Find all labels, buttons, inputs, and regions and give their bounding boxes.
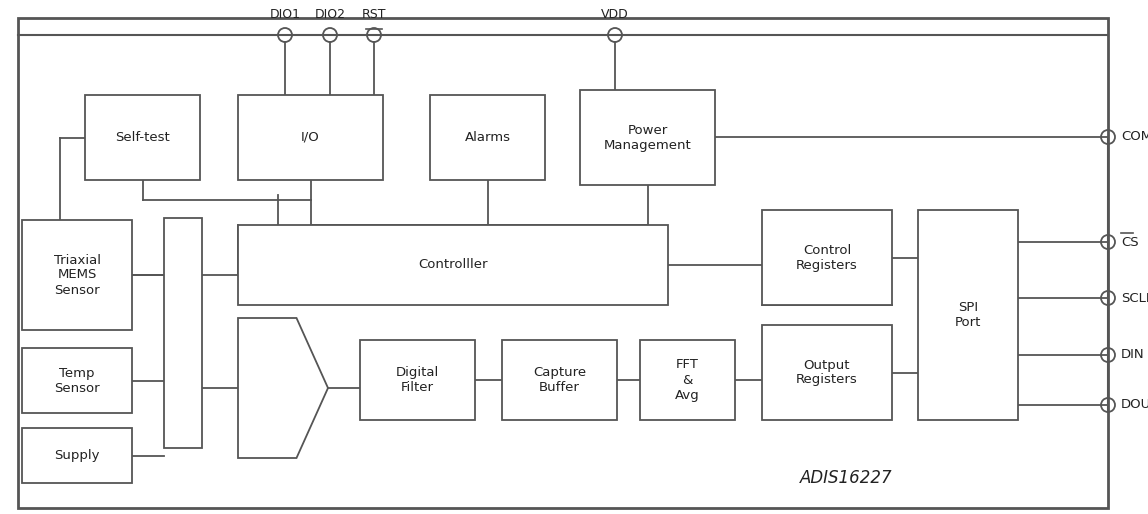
Text: ADIS16227: ADIS16227 xyxy=(800,469,893,487)
Bar xyxy=(918,210,1018,420)
Text: Control
Registers: Control Registers xyxy=(796,244,858,271)
Text: Supply: Supply xyxy=(54,449,100,462)
Text: Temp
Sensor: Temp Sensor xyxy=(54,366,100,395)
Text: SCLK: SCLK xyxy=(1120,291,1148,304)
Text: Triaxial
MEMS
Sensor: Triaxial MEMS Sensor xyxy=(54,253,101,297)
Bar xyxy=(238,95,383,180)
Bar xyxy=(639,340,735,420)
Text: CS: CS xyxy=(1120,235,1139,248)
Bar xyxy=(85,95,200,180)
Text: Digital
Filter: Digital Filter xyxy=(396,366,440,394)
Text: DIN: DIN xyxy=(1120,348,1145,361)
Text: Power
Management: Power Management xyxy=(604,123,691,152)
Text: DOUT: DOUT xyxy=(1120,398,1148,412)
Bar xyxy=(580,90,715,185)
Text: VDD: VDD xyxy=(602,8,629,21)
Bar xyxy=(22,348,132,413)
Bar xyxy=(762,210,892,305)
Text: SPI
Port: SPI Port xyxy=(955,301,982,329)
Text: RST: RST xyxy=(362,8,386,21)
Bar xyxy=(164,218,202,448)
Text: Alarms: Alarms xyxy=(465,131,511,144)
Text: DIO2: DIO2 xyxy=(315,8,346,21)
Text: I/O: I/O xyxy=(301,131,320,144)
Bar xyxy=(430,95,545,180)
Text: Capture
Buffer: Capture Buffer xyxy=(533,366,587,394)
Text: Self-test: Self-test xyxy=(115,131,170,144)
Bar xyxy=(22,220,132,330)
Text: DIO1: DIO1 xyxy=(270,8,301,21)
Text: FFT
&
Avg: FFT & Avg xyxy=(675,358,700,401)
Bar xyxy=(762,325,892,420)
Bar xyxy=(502,340,616,420)
Text: Output
Registers: Output Registers xyxy=(796,358,858,387)
Text: Controlller: Controlller xyxy=(418,259,488,271)
Polygon shape xyxy=(238,318,328,458)
Bar xyxy=(22,428,132,483)
Bar xyxy=(360,340,475,420)
Text: COM: COM xyxy=(1120,131,1148,143)
Bar xyxy=(238,225,668,305)
